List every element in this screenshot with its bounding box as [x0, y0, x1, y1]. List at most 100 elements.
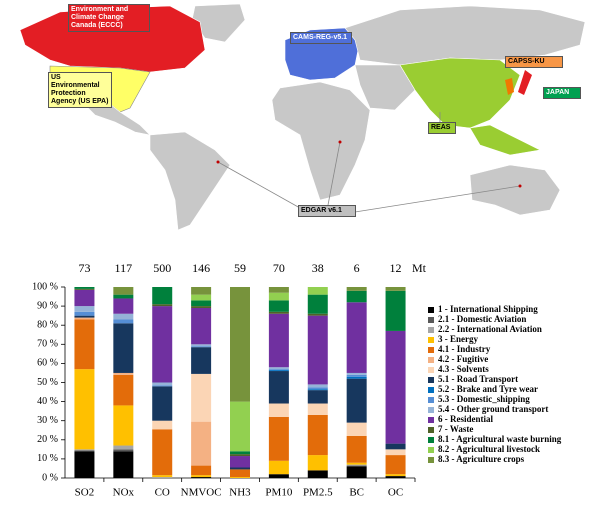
bar-segment [191, 344, 212, 347]
bar-segment [230, 467, 250, 470]
x-tick-label: CO [155, 487, 170, 499]
bar-segment [346, 376, 367, 379]
bar-segment [346, 465, 367, 467]
japan [518, 70, 532, 95]
legend-swatch [428, 437, 434, 443]
bar-segment [230, 401, 250, 452]
bar-segment [385, 449, 406, 456]
bar-segment [152, 382, 173, 386]
chart: 0 % 10 % 20 % 30 % 40 % 50 % 60 % 70 % 80 % 90 % 1… [32, 261, 562, 499]
bar-segment [385, 476, 406, 478]
bar-segment [307, 315, 328, 385]
x-tick-label: NH3 [229, 487, 251, 499]
bar-segment [307, 455, 328, 471]
x-tick-label: NOx [113, 487, 135, 499]
east-asia [399, 57, 521, 129]
leader-line [327, 141, 341, 206]
bar-segment [385, 290, 406, 331]
bar-segment [113, 287, 134, 295]
total-label: 70 [273, 261, 285, 275]
legend-label: 5.4 - Other ground transport [438, 404, 548, 414]
bar-segment [385, 287, 406, 291]
bar-segment [191, 475, 212, 478]
bar-segment [230, 477, 250, 478]
bar-segment [346, 435, 367, 463]
bar-segment [191, 346, 212, 348]
bar-segment [307, 294, 328, 314]
total-label: 146 [192, 261, 210, 275]
bar-segment [385, 474, 406, 477]
legend-label: 7 - Waste [438, 424, 473, 434]
australia [469, 164, 561, 216]
y-tick-label: 60 % [37, 358, 58, 369]
legend-label: 5.2 - Brake and Tyre wear [438, 384, 538, 394]
bar-segment [113, 374, 134, 406]
bar-segment [74, 289, 95, 307]
leader-lines [217, 112, 521, 213]
legend-swatch [428, 447, 434, 453]
x-tick-label: OC [388, 487, 403, 499]
bar-segment [113, 405, 134, 446]
bar-segment [307, 403, 328, 415]
y-tick-label: 20 % [37, 434, 58, 445]
leader-line [354, 185, 521, 213]
total-label: 38 [312, 261, 324, 275]
bar-segment [74, 449, 95, 451]
bar-segment [113, 313, 134, 320]
legend-label: 4.1 - Industry [438, 344, 491, 354]
bar-segment [152, 477, 173, 478]
bar-segment [268, 313, 289, 368]
x-tick-label: PM2.5 [303, 487, 333, 499]
legend-label: 4.2 - Fugitive [438, 354, 488, 364]
bar-segment [152, 385, 173, 387]
bar-segment [74, 369, 95, 450]
bar-segment [74, 311, 95, 316]
bar-segment [307, 313, 328, 316]
map-label: REAS [428, 122, 456, 134]
bar-segment [191, 306, 212, 309]
legend-label: 8.1 - Agricultural waste burning [438, 434, 562, 444]
bar-segment [346, 462, 367, 465]
leader-line [217, 161, 301, 209]
bar-segment [113, 372, 134, 375]
bar-segment [191, 465, 212, 476]
bar-segment [346, 464, 367, 466]
bar-segment [74, 287, 95, 289]
legend-label: 2.1 - Domestic Aviation [438, 314, 526, 324]
bar-segment [268, 416, 289, 461]
bar-segment [268, 369, 289, 371]
total-label: 73 [78, 261, 90, 275]
y-tick-label: 100 % [32, 281, 58, 292]
bar-segment [307, 384, 328, 388]
bar-segment [385, 455, 406, 475]
bar-segment [74, 315, 95, 318]
legend-label: 4.3 - Solvents [438, 364, 489, 374]
bar-segment [385, 330, 406, 444]
dot [338, 140, 342, 144]
region-dots [216, 140, 522, 188]
map-label: CAMS-REG-v5.1 [290, 32, 352, 44]
legend-label: 2.2 - International Aviation [438, 324, 542, 334]
bar-segment [307, 387, 328, 390]
bar-segment [230, 469, 250, 478]
korea [505, 78, 514, 95]
bar-segment [307, 390, 328, 404]
bar-segment [74, 450, 95, 452]
bar-segment [152, 287, 173, 305]
bar-segment [191, 347, 212, 374]
legend-swatch [428, 407, 434, 413]
bar-segment [268, 292, 289, 301]
bar-segment [268, 370, 289, 372]
legend-label: 8.2 - Agricultural livestock [438, 444, 540, 454]
legend-label: 8.3 - Agriculture crops [438, 454, 525, 464]
bar-segment [152, 420, 173, 430]
y-tick-label: 30 % [37, 415, 58, 426]
legend-swatch [428, 337, 434, 343]
dot [518, 184, 522, 188]
bar-segment [113, 323, 134, 373]
legend-swatch [428, 377, 434, 383]
bar-segment [268, 287, 289, 293]
bar-segment [230, 451, 250, 455]
bar-segment [152, 475, 173, 478]
bar-segment [113, 445, 134, 450]
